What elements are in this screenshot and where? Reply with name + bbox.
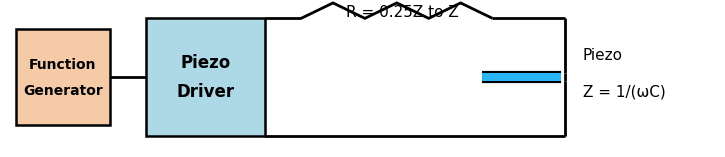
Text: Piezo: Piezo: [181, 54, 231, 72]
Text: Generator: Generator: [23, 84, 103, 98]
Bar: [481, 73, 561, 81]
Text: Function: Function: [29, 58, 96, 72]
Text: R = 0.25Z to Z: R = 0.25Z to Z: [346, 5, 459, 20]
FancyBboxPatch shape: [16, 29, 109, 125]
FancyBboxPatch shape: [146, 18, 265, 135]
Text: Driver: Driver: [176, 83, 234, 101]
Text: Piezo: Piezo: [583, 48, 623, 63]
Text: Z = 1/(ωC): Z = 1/(ωC): [583, 85, 666, 100]
